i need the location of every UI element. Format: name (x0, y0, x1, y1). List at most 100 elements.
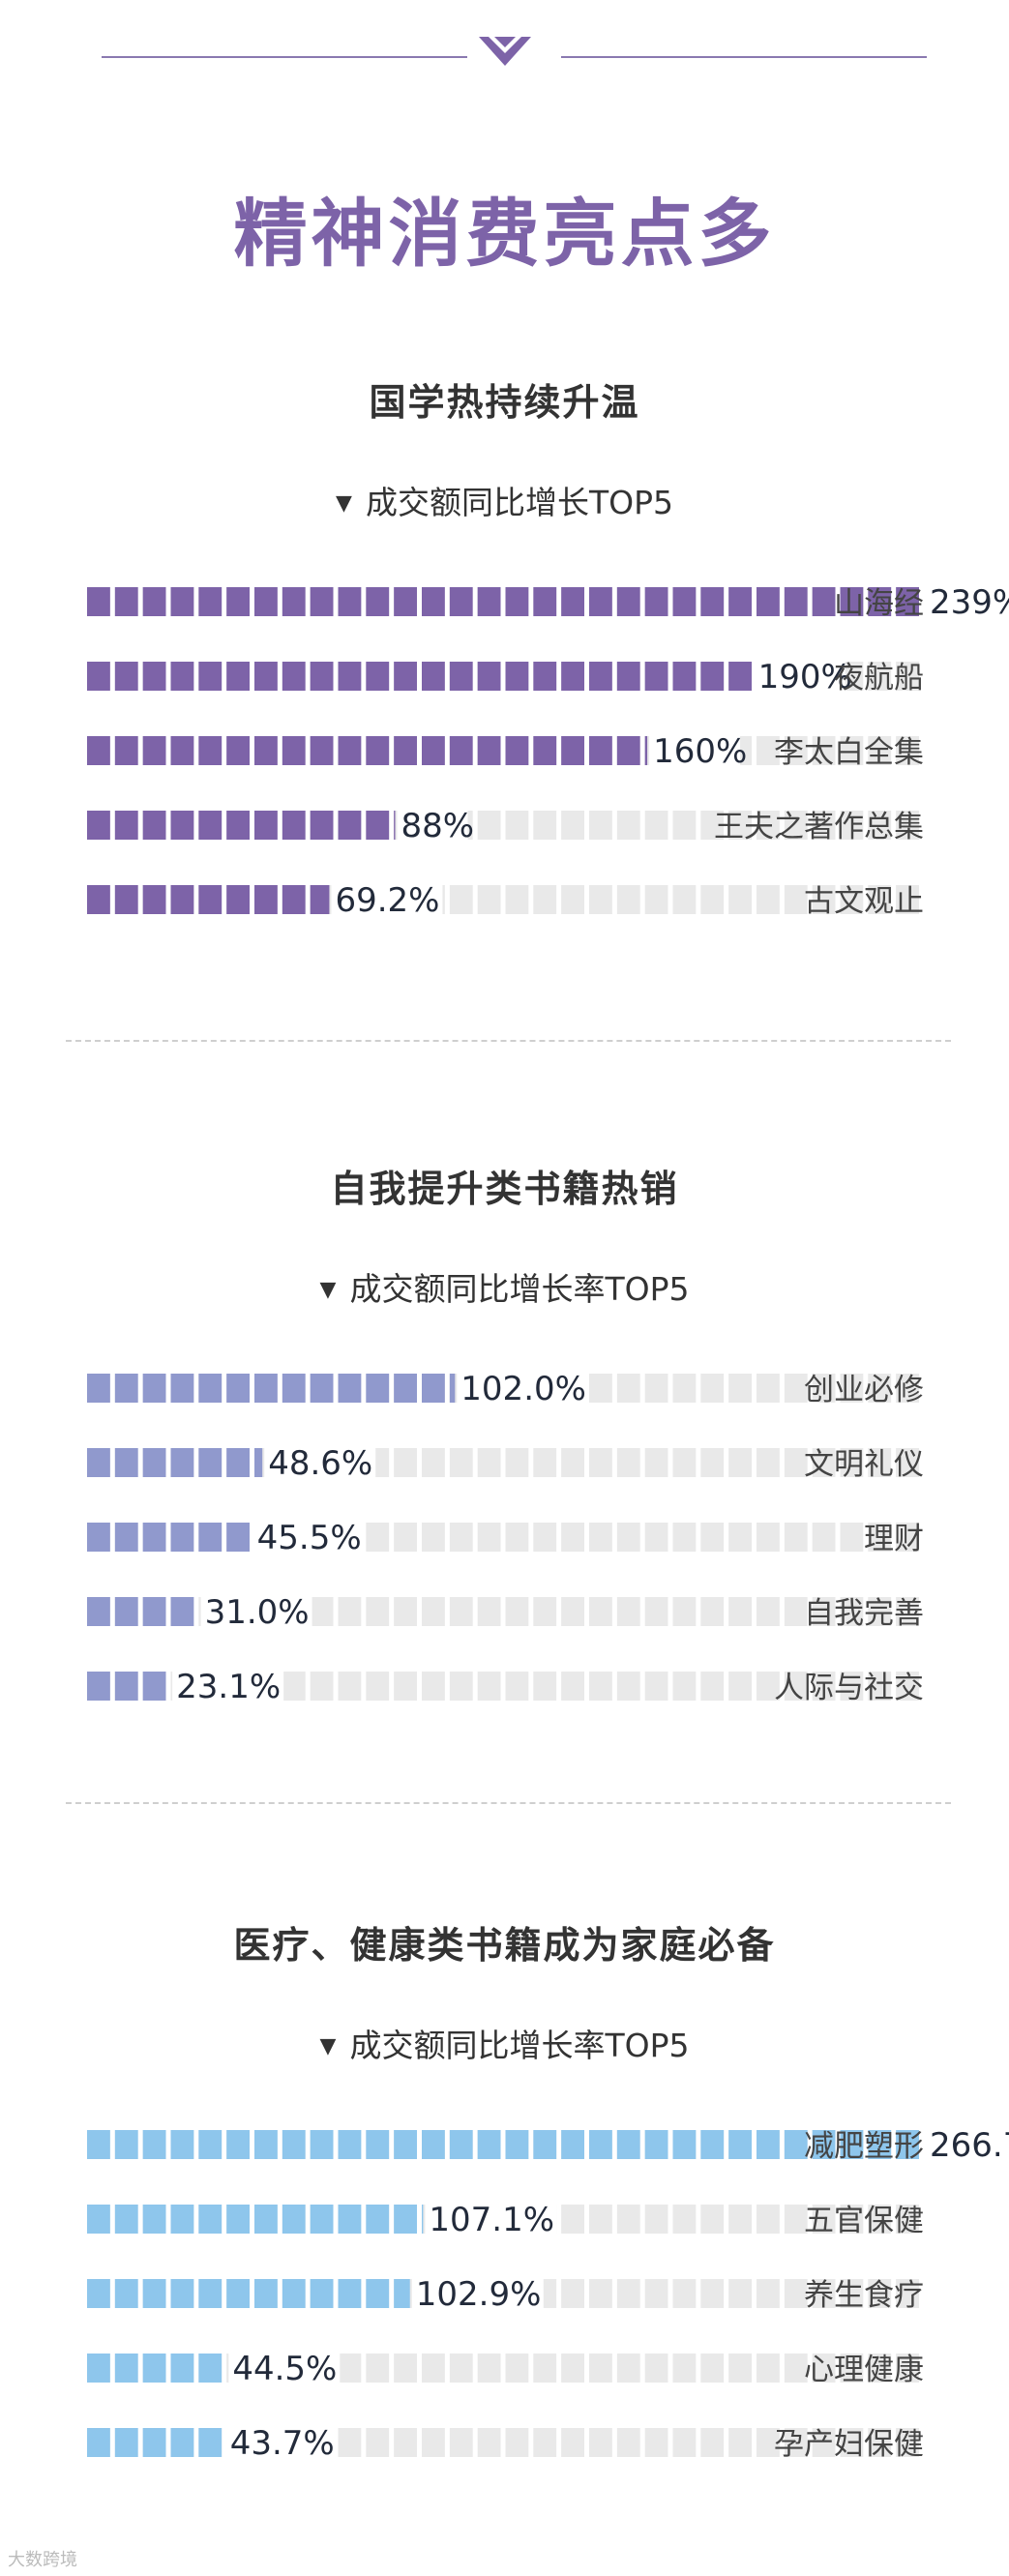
bar-track-segment (338, 1597, 362, 1626)
value-label: 190% (758, 658, 852, 696)
bar-fill-segment (198, 2130, 223, 2159)
bar-fill-segment (142, 2130, 166, 2159)
bar-track-segment (757, 2205, 780, 2234)
bar-fill-segment (338, 662, 362, 691)
bar-fill-segment (114, 811, 138, 840)
bar-fill-segment (114, 1448, 138, 1477)
section-title: 医疗、健康类书籍成为家庭必备 (233, 1924, 776, 1967)
bar-fill-segment (226, 736, 250, 765)
bar-fill-segment (170, 1448, 194, 1477)
category-label: 创业必修 (804, 1373, 924, 1407)
bar-track-segment (449, 2428, 473, 2457)
bar-fill-segment (533, 736, 557, 765)
bar-track-segment (589, 2205, 612, 2234)
bar-fill-segment (226, 1448, 250, 1477)
bar-track-segment (477, 2428, 501, 2457)
bar-fill-segment (672, 662, 697, 691)
bar-fill-segment (226, 662, 250, 691)
bar-track-segment (533, 1523, 557, 1552)
header-triangle-icon (479, 37, 531, 66)
bar-fill-segment (394, 2130, 417, 2159)
bar-fill-segment (644, 662, 668, 691)
bar-track-segment (812, 2279, 836, 2308)
triangle-down-icon: ▼ (319, 1278, 337, 1302)
bar-fill-segment (198, 662, 223, 691)
bar-fill-segment (114, 1672, 138, 1701)
bar-track-segment (757, 736, 780, 765)
bar-fill-segment (226, 811, 250, 840)
bar-track-segment (672, 1523, 697, 1552)
bar-fill-segment (170, 2428, 194, 2457)
bar-track-segment (700, 1597, 725, 1626)
bar-track-segment (784, 1374, 808, 1403)
bar-fill-segment (142, 2428, 166, 2457)
bar-fill-segment (198, 1448, 223, 1477)
bar-fill-segment (449, 662, 473, 691)
value-label-bg (228, 2350, 341, 2386)
bar-track-segment (728, 2205, 752, 2234)
bar-track-segment (338, 2428, 362, 2457)
bar-row: 31.0% 自我完善 (87, 1593, 924, 1632)
bar-fill-segment (310, 885, 330, 914)
value-label: 48.6% (268, 1444, 372, 1483)
bar-chart-guoxue: 239%山海经 190%夜航船 160% 李太白全集 88% 王夫之著作总集 69.2% 古文… (87, 583, 1009, 920)
bar-track-segment (505, 885, 529, 914)
bar-track-segment (589, 1374, 612, 1403)
bar-fill-segment (114, 662, 138, 691)
value-label-bg (200, 1593, 312, 1630)
bar-track-segment (616, 1374, 640, 1403)
bar-fill-segment (366, 2205, 390, 2234)
bar-track-segment (840, 1523, 864, 1552)
value-label: 107.1% (429, 2201, 554, 2239)
bar-track-segment (644, 1448, 668, 1477)
bar-track-segment (784, 1672, 808, 1701)
bar-track-segment (896, 662, 919, 691)
bar-track-segment (728, 2279, 752, 2308)
bar-fill-segment (449, 2130, 473, 2159)
bar-track-segment (394, 1448, 417, 1477)
bar-track-segment (672, 2354, 697, 2383)
bar-fill-segment (226, 2205, 250, 2234)
bar-fill-segment (170, 1374, 194, 1403)
bar-fill-segment (422, 736, 445, 765)
value-label: 45.5% (257, 1519, 362, 1557)
bar-track-segment (700, 2279, 725, 2308)
bar-fill-segment (114, 885, 138, 914)
bar-track-segment (812, 1672, 836, 1701)
value-label: 23.1% (176, 1668, 281, 1706)
bar-track-segment (700, 1374, 725, 1403)
bar-fill-segment (170, 662, 194, 691)
bar-fill-segment (170, 2279, 194, 2308)
bar-track-segment (896, 1597, 919, 1626)
bar-track-segment (533, 1448, 557, 1477)
bar-fill-segment (142, 587, 166, 616)
bar-track-segment (784, 885, 808, 914)
bar-fill-segment (310, 662, 334, 691)
bar-track-segment (757, 2279, 780, 2308)
bar-track-segment (589, 2428, 612, 2457)
bar-track-segment (868, 2205, 892, 2234)
bar-track-segment (896, 1448, 919, 1477)
bar-track-segment (896, 2428, 919, 2457)
bar-track-segment (896, 1523, 919, 1552)
bar-fill-segment (170, 587, 194, 616)
bar-track-segment (728, 1523, 752, 1552)
bar-fill-segment (700, 2130, 725, 2159)
bar-fill-segment (394, 1374, 417, 1403)
value-label-bg (225, 2424, 338, 2461)
bar-fill-segment (561, 736, 584, 765)
bar-track-segment (505, 2428, 529, 2457)
bar-track-segment (868, 1448, 892, 1477)
bar-track-segment (477, 1597, 501, 1626)
bar-track-segment (477, 1448, 501, 1477)
bar-track-segment (394, 1597, 417, 1626)
bar-row: 43.7% 孕产妇保健 (87, 2424, 924, 2463)
bar-fill-segment (170, 1523, 194, 1552)
bar-track-segment (533, 2354, 557, 2383)
bar-track-segment (422, 1597, 445, 1626)
bar-fill-segment (198, 2428, 223, 2457)
bar-track-segment (868, 2279, 892, 2308)
bar-track-segment (784, 1523, 808, 1552)
bar-track-segment (728, 2428, 752, 2457)
bar-track-segment (394, 2354, 417, 2383)
